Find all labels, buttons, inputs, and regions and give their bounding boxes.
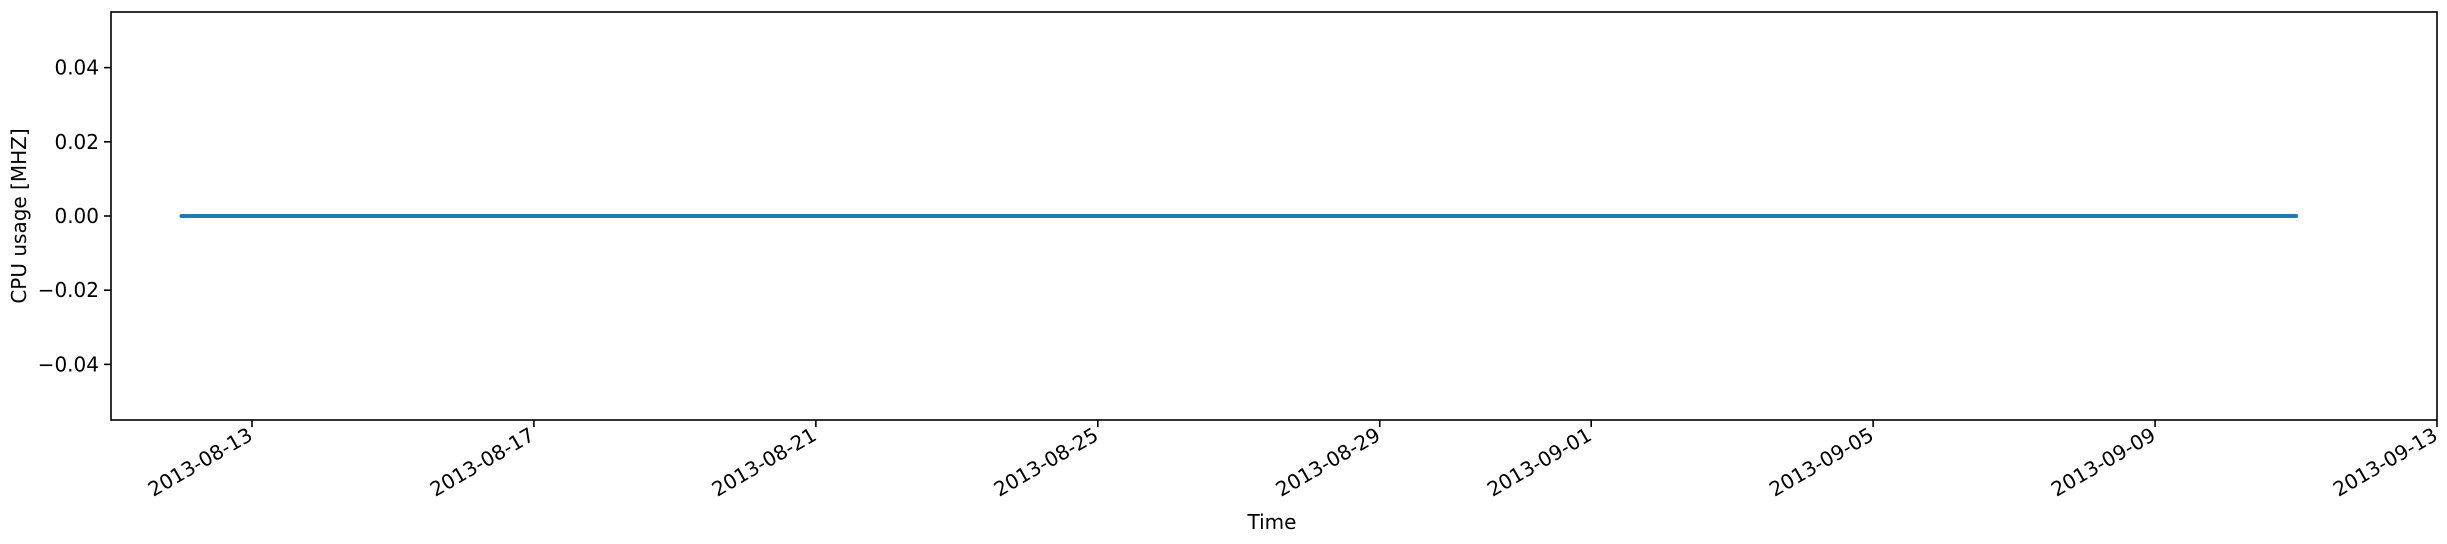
x-tick-label: 2013-09-09 [2047,423,2160,502]
x-tick-label: 2013-09-13 [2329,423,2442,502]
x-axis-label: Time [1247,510,1297,534]
x-axis-ticks: 2013-08-13 2013-08-17 2013-08-21 2013-08-25… [144,420,2442,501]
y-tick-label: 0.00 [54,204,99,228]
x-tick-label: 2013-08-17 [426,423,539,502]
x-tick-label: 2013-08-13 [144,423,257,502]
x-tick-label: 2013-08-25 [990,423,1103,502]
y-tick-label: 0.02 [54,130,99,154]
x-tick-label: 2013-09-05 [1765,423,1878,502]
x-tick-label: 2013-08-29 [1272,423,1385,502]
y-tick-label: −0.02 [38,278,99,302]
y-tick-label: −0.04 [38,352,99,376]
y-axis-label: CPU usage [MHZ] [7,128,31,303]
x-tick-label: 2013-08-21 [708,423,821,502]
x-tick-label: 2013-09-01 [1483,423,1596,502]
y-tick-label: 0.04 [54,56,99,80]
y-axis-ticks: −0.04 −0.02 0.00 0.02 0.04 [38,56,111,376]
